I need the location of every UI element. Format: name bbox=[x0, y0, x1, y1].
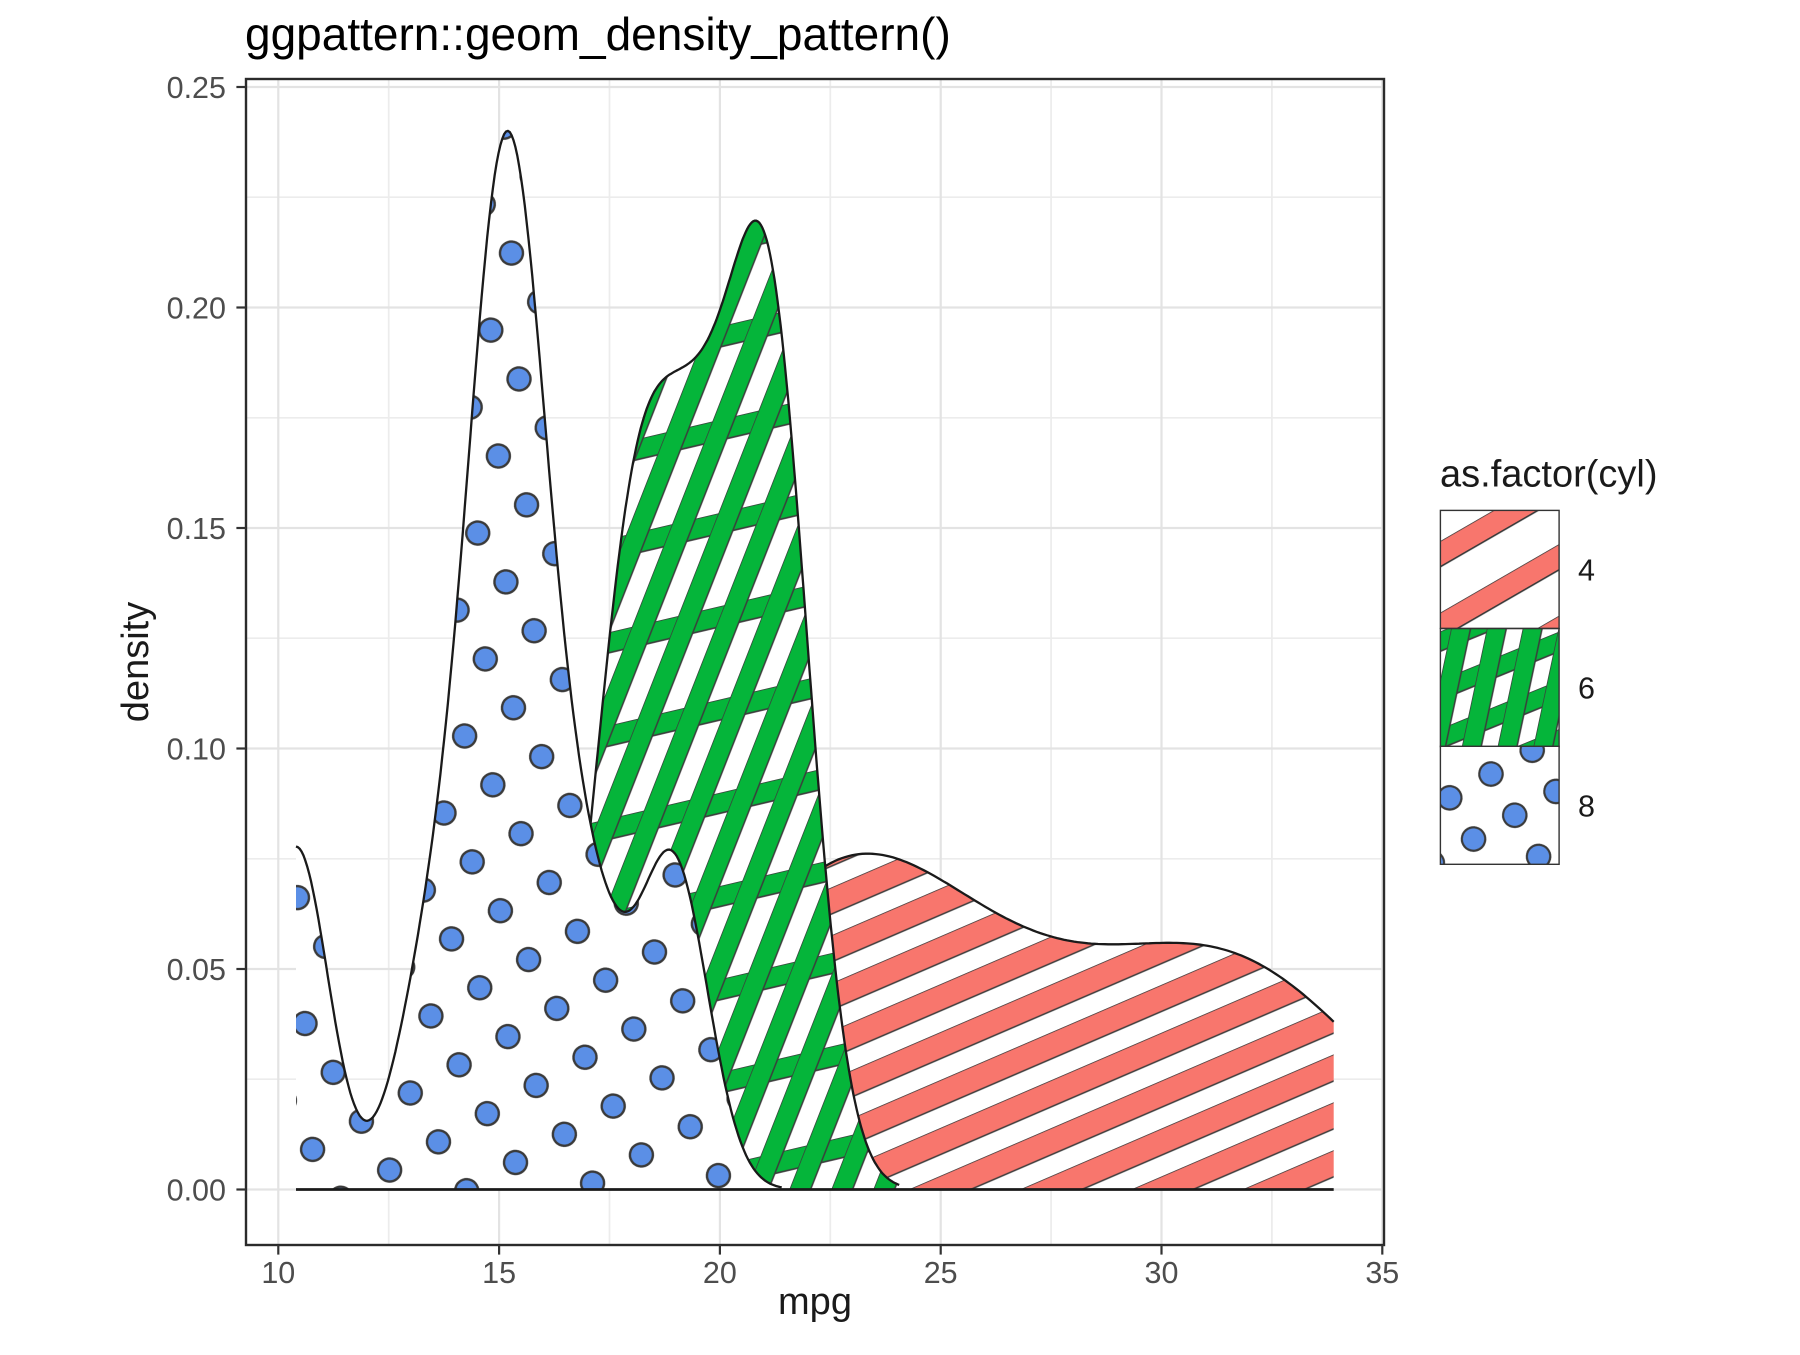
svg-text:20: 20 bbox=[703, 1256, 737, 1290]
svg-text:35: 35 bbox=[1365, 1256, 1399, 1290]
svg-text:ggpattern::geom_density_patter: ggpattern::geom_density_pattern() bbox=[245, 8, 951, 60]
svg-text:4: 4 bbox=[1578, 554, 1595, 588]
svg-text:0.10: 0.10 bbox=[167, 733, 226, 767]
svg-text:0.20: 0.20 bbox=[167, 292, 226, 326]
svg-text:as.factor(cyl): as.factor(cyl) bbox=[1440, 454, 1657, 496]
svg-text:25: 25 bbox=[924, 1256, 958, 1290]
svg-text:density: density bbox=[115, 602, 157, 722]
svg-text:mpg: mpg bbox=[778, 1281, 852, 1323]
svg-text:0.00: 0.00 bbox=[167, 1174, 226, 1208]
svg-text:0.15: 0.15 bbox=[167, 512, 226, 546]
svg-text:6: 6 bbox=[1578, 672, 1595, 706]
svg-text:0.25: 0.25 bbox=[167, 71, 226, 105]
svg-text:15: 15 bbox=[482, 1256, 516, 1290]
svg-text:10: 10 bbox=[261, 1256, 295, 1290]
svg-text:30: 30 bbox=[1145, 1256, 1179, 1290]
svg-text:0.05: 0.05 bbox=[167, 953, 226, 987]
svg-text:8: 8 bbox=[1578, 789, 1595, 823]
